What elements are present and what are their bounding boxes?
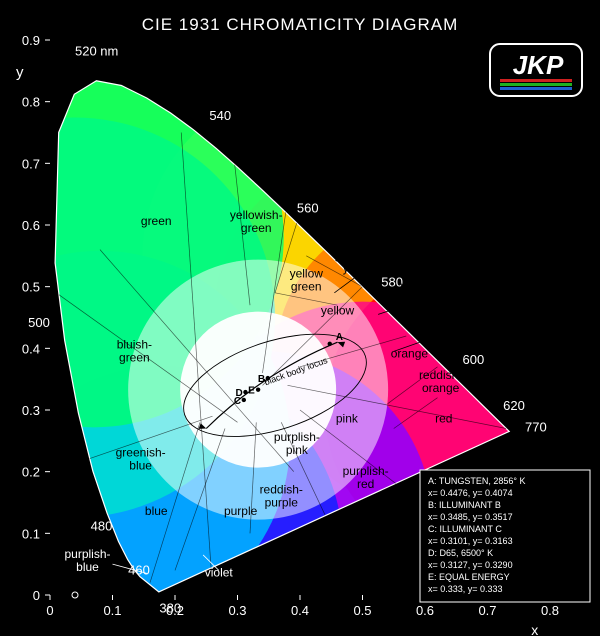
legend-line: C: ILLUMINANT C [428, 524, 502, 534]
region-label: green [119, 350, 150, 364]
svg-text:E: E [248, 386, 255, 397]
region-label: greenish- [116, 445, 166, 459]
page-title: CIE 1931 CHROMATICITY DIAGRAM [142, 15, 458, 34]
region-label: purplish- [343, 464, 389, 478]
spectral-label: 770 [525, 420, 547, 435]
logo-stripe [500, 83, 572, 86]
region-label: green [241, 221, 272, 235]
y-tick: 0.5 [22, 280, 40, 295]
y-tick: 0.9 [22, 33, 40, 48]
region-label: purple [224, 504, 258, 518]
region-label: greenish- [334, 248, 384, 262]
illuminant-A [328, 342, 332, 346]
region-label: green [291, 279, 322, 293]
region-label: red [435, 411, 452, 425]
logo-stripe [500, 87, 572, 90]
region-label: purple [265, 495, 299, 509]
region-label: pink [423, 329, 446, 343]
region-label: blue [145, 504, 168, 518]
y-tick: 0 [33, 588, 40, 603]
spectral-label: 480 [91, 518, 113, 533]
y-tick: 0.3 [22, 403, 40, 418]
y-tick: 0.1 [22, 526, 40, 541]
region-label: yellowish- [230, 208, 283, 222]
y-tick: 0.6 [22, 218, 40, 233]
region-label: bluish- [117, 337, 152, 351]
logo-stripe [500, 79, 572, 82]
legend-line: x= 0.3127, y= 0.3290 [428, 560, 513, 570]
chromaticity-diagram: ABCDEblack body locus00.10.20.30.40.50.6… [0, 0, 600, 636]
region-label: blue [76, 560, 99, 574]
region-label: yellow [343, 261, 377, 275]
legend-line: D: D65, 6500° K [428, 548, 493, 558]
region-label: yellow [321, 303, 355, 317]
spectral-label: 500 [28, 315, 50, 330]
svg-text:A: A [336, 332, 343, 343]
region-label: orange [422, 381, 460, 395]
region-label: pink [336, 411, 359, 425]
spectral-label: 540 [209, 108, 231, 123]
x-tick: 0.6 [416, 603, 434, 618]
region-label: yellowish- [408, 316, 461, 330]
y-tick: 0.8 [22, 95, 40, 110]
spectral-label: 620 [503, 398, 525, 413]
region-label: blue [129, 458, 152, 472]
y-tick: 0.2 [22, 465, 40, 480]
region-label: yellow [399, 276, 433, 290]
x-tick: 0.7 [478, 603, 496, 618]
legend-line: x= 0.4476, y= 0.4074 [428, 488, 513, 498]
legend-line: E: EQUAL ENERGY [428, 572, 510, 582]
x-tick: 0.1 [103, 603, 121, 618]
x-tick: 0.4 [291, 603, 309, 618]
x-axis-label: x [531, 622, 538, 636]
region-label: yellow [290, 266, 324, 280]
spectral-label: 380 [159, 600, 181, 615]
svg-text:D: D [235, 388, 242, 399]
region-label: violet [205, 566, 234, 580]
y-axis-label: y [16, 64, 24, 81]
legend-line: x= 0.333, y= 0.333 [428, 584, 503, 594]
x-tick: 0.3 [228, 603, 246, 618]
logo-text: JKP [513, 50, 564, 80]
region-label: red [357, 477, 374, 491]
region-label: green [141, 214, 172, 228]
legend-line: x= 0.3101, y= 0.3163 [428, 536, 513, 546]
y-tick: 0.4 [22, 341, 40, 356]
region-label: reddish- [419, 368, 462, 382]
region-label: pink [286, 443, 309, 457]
x-tick: 0 [46, 603, 53, 618]
illuminant-E [256, 387, 260, 391]
region-label: orange [391, 347, 429, 361]
region-label: purplish- [64, 547, 110, 561]
y-tick: 0.7 [22, 156, 40, 171]
x-tick: 0.8 [541, 603, 559, 618]
legend-line: B: ILLUMINANT B [428, 500, 501, 510]
region-label: orange [397, 289, 435, 303]
spectral-label: 560 [297, 201, 319, 216]
region-label: purplish- [274, 430, 320, 444]
x-tick: 0.5 [353, 603, 371, 618]
spectral-label: 600 [463, 352, 485, 367]
spectral-label: 460 [128, 563, 150, 578]
legend-line: A: TUNGSTEN, 2856° K [428, 476, 525, 486]
spectral-label: 520 nm [75, 43, 118, 58]
legend-line: x= 0.3485, y= 0.3517 [428, 512, 513, 522]
illuminant-D [243, 390, 247, 394]
region-label: reddish- [260, 482, 303, 496]
